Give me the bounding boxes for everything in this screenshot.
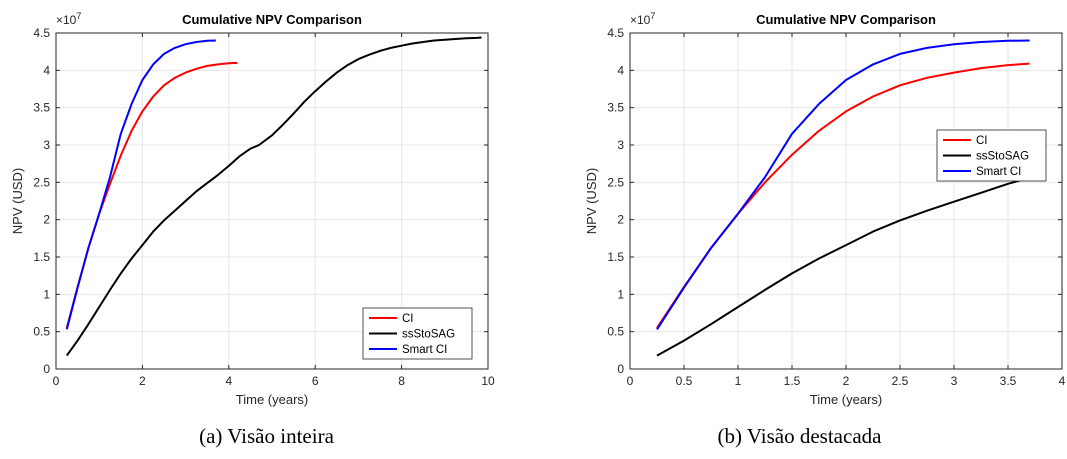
chart1-title: Cumulative NPV Comparison — [182, 12, 362, 27]
chart1-y-tick-label: 1 — [43, 287, 50, 301]
chart1-y-tick-label: 0.5 — [33, 325, 50, 339]
chart2-legend-label-ci: CI — [976, 135, 988, 147]
chart1-x-tick-label: 6 — [312, 374, 319, 388]
chart1-x-tick-label: 0 — [53, 374, 60, 388]
chart2-exponent-label: ×107 — [630, 11, 655, 27]
chart1-y-tick-label: 2.5 — [33, 175, 50, 189]
chart2-x-tick-label: 0.5 — [676, 374, 693, 388]
chart2-title: Cumulative NPV Comparison — [756, 12, 936, 27]
chart2-x-tick-label: 4 — [1059, 374, 1066, 388]
chart2-x-tick-label: 2.5 — [892, 374, 909, 388]
chart2-y-tick-label: 2.5 — [607, 175, 624, 189]
chart1-series-line-ci — [65, 61, 238, 329]
chart1-series-line-ssstosag — [65, 36, 482, 357]
chart2-x-tick-label: 3.5 — [1000, 374, 1017, 388]
chart1-y-tick-label: 2 — [43, 213, 50, 227]
chart1-exponent-label: ×107 — [56, 11, 81, 27]
chart1-y-axis-label: NPV (USD) — [10, 168, 25, 234]
chart2-y-tick-label: 0 — [617, 362, 624, 376]
chart1-plot-area — [55, 32, 489, 370]
chart1-legend-label-ssstosag: ssStoSAG — [402, 329, 455, 341]
chart2-series-line-smart-ci — [656, 39, 1030, 330]
chart2-y-tick-label: 1 — [617, 287, 624, 301]
chart2-x-axis-label: Time (years) — [810, 392, 882, 407]
chart2-x-tick-label: 0 — [627, 374, 634, 388]
chart2-x-tick-label: 1 — [735, 374, 742, 388]
chart1-x-tick-label: 2 — [139, 374, 146, 388]
chart1-x-axis-label: Time (years) — [236, 392, 308, 407]
chart2-legend-label-ssstosag: ssStoSAG — [976, 151, 1029, 163]
chart1-legend-label-ci: CI — [402, 313, 414, 325]
chart1-y-tick-label: 3 — [43, 138, 50, 152]
caption-a: (a) Visão inteira — [199, 424, 334, 448]
chart1-x-tick-label: 4 — [225, 374, 232, 388]
chart1-y-tick-label: 1.5 — [33, 250, 50, 264]
chart1-x-tick-label: 10 — [481, 374, 495, 388]
chart2-y-tick-label: 4 — [617, 63, 624, 77]
chart2-y-tick-label: 4.5 — [607, 26, 624, 40]
chart2-x-tick-label: 1.5 — [784, 374, 801, 388]
chart2-y-tick-label: 0.5 — [607, 325, 624, 339]
chart1-legend-label-smart-ci: Smart CI — [402, 344, 447, 356]
chart2-y-tick-label: 1.5 — [607, 250, 624, 264]
chart1-series-line-smart-ci — [65, 39, 216, 330]
chart1-y-tick-label: 4 — [43, 63, 50, 77]
chart2-y-tick-label: 3.5 — [607, 101, 624, 115]
chart1-y-tick-label: 4.5 — [33, 26, 50, 40]
chart2-series-line-ssstosag — [656, 176, 1030, 357]
chart2-y-tick-label: 2 — [617, 213, 624, 227]
chart2-y-tick-label: 3 — [617, 138, 624, 152]
chart2-x-tick-label: 3 — [951, 374, 958, 388]
caption-b: (b) Visão destacada — [717, 424, 882, 448]
chart1-y-tick-label: 0 — [43, 362, 50, 376]
chart2-y-axis-label: NPV (USD) — [584, 168, 599, 234]
chart1-y-tick-label: 3.5 — [33, 101, 50, 115]
chart2-legend-label-smart-ci: Smart CI — [976, 166, 1021, 178]
chart1-x-tick-label: 8 — [398, 374, 405, 388]
chart2-x-tick-label: 2 — [843, 374, 850, 388]
